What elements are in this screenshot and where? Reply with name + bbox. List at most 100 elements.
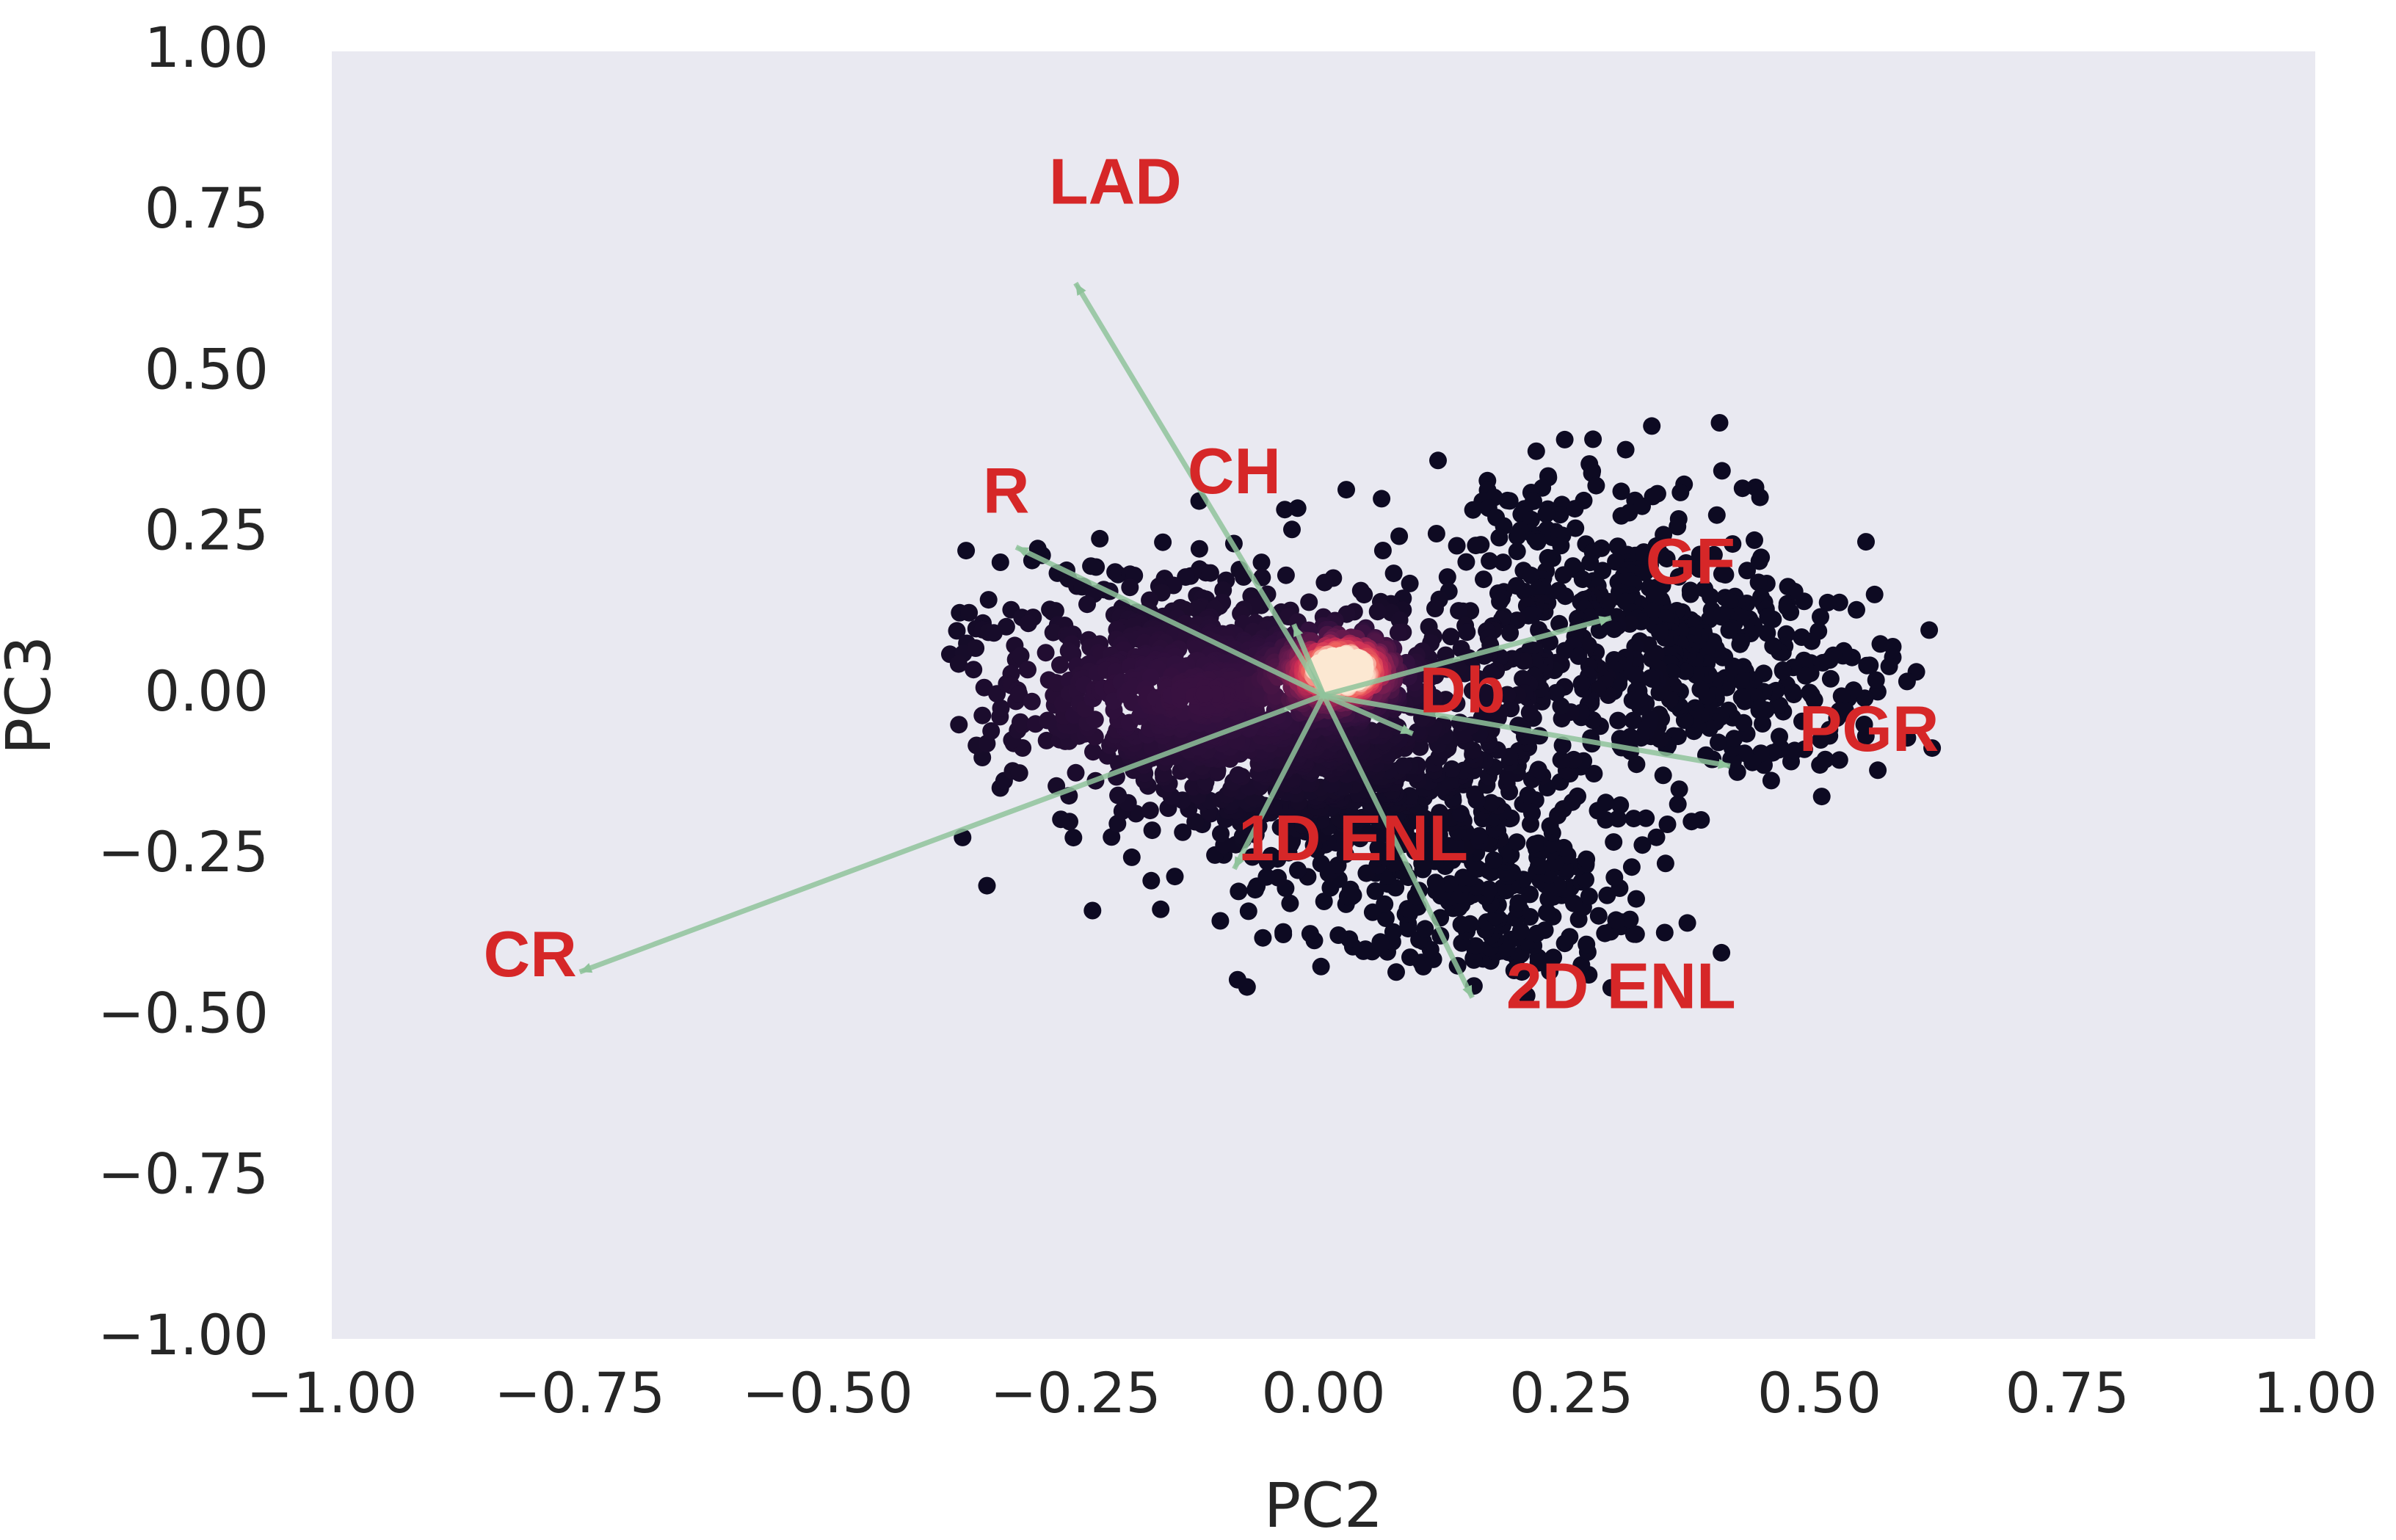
data-point: [1481, 552, 1499, 570]
data-point: [1239, 902, 1257, 920]
data-point: [1869, 761, 1887, 780]
data-point: [1121, 578, 1139, 597]
data-point: [1490, 529, 1509, 547]
data-point: [1083, 901, 1102, 920]
data-point: [1584, 430, 1602, 448]
data-point: [1605, 833, 1623, 851]
y-tick-labels: −1.00 −0.75 −0.50 −0.25 0.00 0.25 0.50 0.75 1.00: [98, 15, 269, 1368]
data-point: [1566, 500, 1584, 518]
loading-arrowhead: [1293, 624, 1304, 637]
data-point: [982, 722, 1001, 740]
data-point: [978, 876, 996, 895]
loading-arrowhead: [1016, 547, 1029, 557]
data-point: [1529, 760, 1547, 779]
data-point: [1556, 587, 1575, 606]
data-point: [1713, 943, 1731, 962]
data-point: [1830, 751, 1848, 769]
data-point: [1795, 592, 1813, 611]
data-point: [1552, 697, 1570, 715]
loading-arrows-layer: [578, 281, 1731, 999]
data-point: [1880, 657, 1898, 675]
loading-arrowhead: [1462, 984, 1473, 998]
loading-arrow-r: [1014, 545, 1325, 698]
data-point: [1585, 765, 1603, 782]
data-point: [1142, 871, 1161, 890]
data-point: [1109, 786, 1128, 804]
data-point: [1023, 692, 1041, 711]
data-point: [1605, 868, 1624, 887]
y-tick-label: −0.25: [98, 819, 269, 885]
data-point: [1501, 624, 1520, 642]
data-point: [1858, 656, 1876, 675]
data-point: [1774, 662, 1792, 680]
data-point: [1552, 751, 1570, 769]
loading-arrow-pgr: [1323, 692, 1731, 769]
data-point: [1771, 727, 1788, 746]
data-point: [1636, 564, 1654, 582]
loading-arrowhead: [579, 962, 593, 973]
data-point: [1538, 904, 1556, 922]
data-point: [1312, 854, 1330, 873]
data-point: [1212, 824, 1230, 843]
data-point: [1452, 915, 1470, 934]
y-tick-label: −0.50: [98, 980, 269, 1045]
data-point: [1654, 766, 1672, 785]
loading-arrow-lad: [1073, 281, 1326, 697]
data-point: [1818, 593, 1837, 611]
data-point: [1228, 970, 1246, 989]
data-point: [1366, 882, 1384, 900]
data-point: [1762, 771, 1780, 790]
data-point: [1477, 683, 1495, 702]
y-axis-label: PC3: [0, 636, 65, 755]
data-point: [1052, 810, 1070, 829]
data-point: [1537, 505, 1555, 523]
data-point: [991, 553, 1009, 571]
data-point: [1782, 603, 1800, 622]
x-tick-label: 0.75: [2005, 1360, 2130, 1425]
data-point: [1724, 535, 1742, 553]
data-point: [1467, 537, 1485, 555]
data-point: [1441, 875, 1459, 893]
data-point: [1793, 712, 1811, 730]
data-point: [1373, 490, 1391, 508]
data-point: [1733, 479, 1751, 498]
data-point: [948, 622, 966, 640]
loading-labels-layer: LAD CH R GF Db PGR 1D ENL 2D ENL CR: [484, 145, 1939, 1022]
data-point: [1670, 780, 1688, 799]
x-axis-label: PC2: [1264, 1470, 1384, 1540]
data-point: [1525, 835, 1544, 854]
data-point: [1336, 845, 1354, 863]
data-point: [1898, 672, 1916, 691]
data-point: [1597, 793, 1615, 812]
data-point: [1616, 440, 1635, 459]
data-point: [1376, 895, 1394, 913]
y-tick-label: −1.00: [98, 1302, 269, 1368]
data-point: [1785, 741, 1804, 760]
data-point: [1230, 882, 1248, 901]
data-point: [1355, 586, 1373, 604]
loading-arrow-cr: [578, 692, 1325, 975]
data-point: [1577, 871, 1594, 889]
data-point: [1211, 912, 1230, 930]
data-point: [1627, 890, 1645, 908]
data-point: [1637, 809, 1655, 827]
data-point: [1656, 854, 1674, 873]
data-point: [1464, 501, 1482, 519]
data-point: [1738, 562, 1756, 580]
data-point: [1611, 730, 1629, 748]
data-point: [1658, 816, 1677, 833]
data-point: [1329, 926, 1348, 944]
data-point: [1384, 923, 1402, 941]
data-point: [1323, 647, 1341, 666]
data-point: [1229, 766, 1247, 784]
data-point: [1710, 733, 1727, 752]
data-point: [1643, 417, 1661, 435]
loading-arrowhead: [1717, 758, 1730, 769]
data-point: [1373, 542, 1392, 559]
data-point: [1277, 566, 1295, 584]
data-point: [1731, 635, 1749, 653]
data-point: [1262, 846, 1280, 865]
loading-arrow-1d-enl: [1232, 694, 1326, 871]
data-point: [1555, 430, 1574, 448]
